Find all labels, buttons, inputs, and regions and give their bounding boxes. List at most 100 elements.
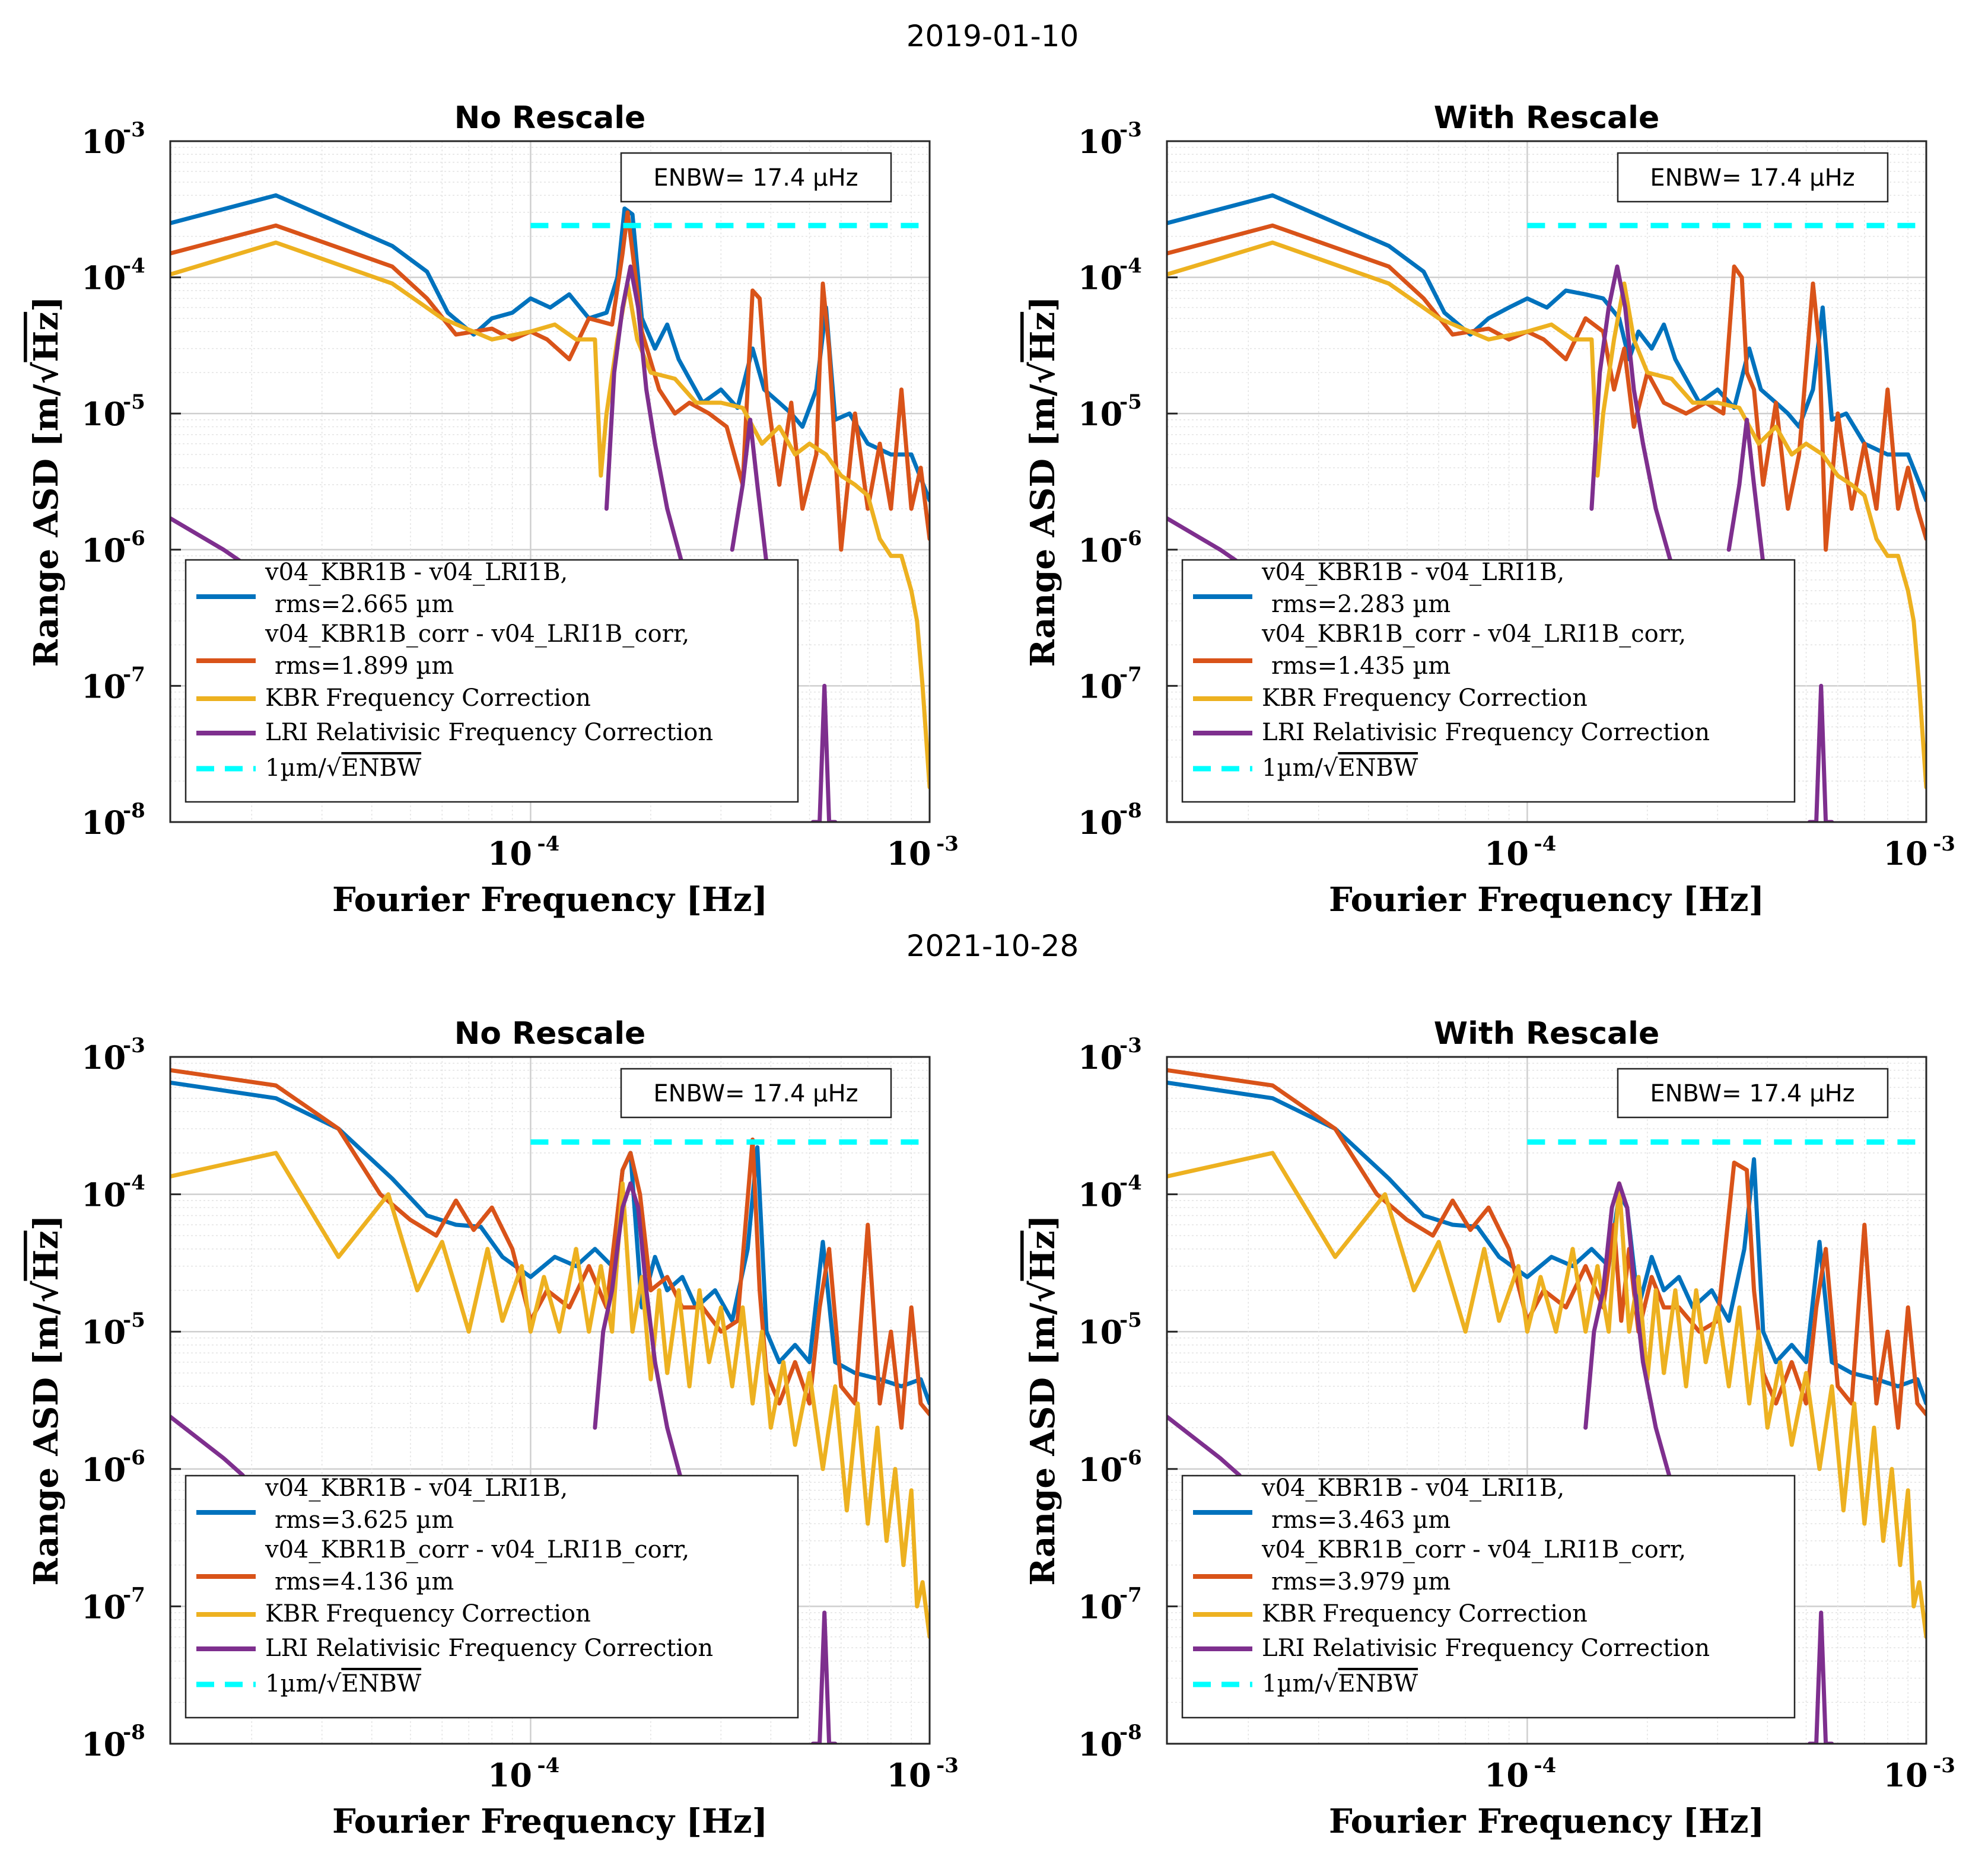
- y-tick-base: 10: [1078, 1039, 1122, 1076]
- y-label-root-sign: √: [27, 362, 66, 384]
- y-tick-base: 10: [81, 1725, 126, 1763]
- legend-ref-root-sign: √: [326, 754, 342, 782]
- y-tick-exp: -3: [1119, 118, 1142, 142]
- legend-label-purple: LRI Relativisic Frequency Correction: [1262, 719, 1710, 746]
- y-tick-label: 10-7: [81, 1583, 145, 1626]
- x-axis-label: Fourier Frequency [Hz]: [332, 880, 768, 919]
- y-tick-base: 10: [1078, 1588, 1122, 1626]
- legend-label-purple: LRI Relativisic Frequency Correction: [265, 1635, 713, 1662]
- x-tick-label: 10 -3: [886, 1754, 958, 1794]
- legend-rms-blue: rms=3.625 µm: [275, 1506, 454, 1534]
- series-line-purple-4: [1583, 1181, 1681, 1512]
- x-tick-base: 10: [1484, 835, 1529, 872]
- legend-ref-main: 1µm/: [1262, 1670, 1323, 1697]
- legend-rms-blue: rms=2.665 µm: [275, 591, 454, 618]
- legend-box: [184, 1474, 799, 1719]
- x-tick-base: 10: [488, 1756, 532, 1794]
- y-tick-label: 10-6: [1078, 1446, 1142, 1489]
- y-axis-label: Range ASD [m/√Hz]: [27, 1215, 66, 1585]
- legend-ref-root: ENBW: [1338, 754, 1418, 782]
- x-tick-label: 10 -3: [1883, 1754, 1955, 1794]
- legend-label-red: v04_KBR1B_corr - v04_LRI1B_corr,: [265, 1536, 689, 1563]
- legend: v04_KBR1B - v04_LRI1B, rms=2.283 µmv04_KB…: [1181, 559, 1796, 803]
- y-tick-exp: -3: [1119, 1034, 1142, 1058]
- legend-ref-root: ENBW: [341, 754, 421, 782]
- y-tick-exp: -7: [1119, 663, 1142, 686]
- legend-label-red: v04_KBR1B_corr - v04_LRI1B_corr,: [1261, 1536, 1686, 1563]
- y-tick-label: 10-8: [1078, 799, 1142, 842]
- legend-label-blue: v04_KBR1B - v04_LRI1B,: [265, 559, 568, 586]
- y-tick-base: 10: [81, 395, 126, 433]
- series-line-purple-4: [1589, 264, 1681, 593]
- legend-ref-root-sign: √: [1323, 754, 1338, 782]
- enbw-box: [1617, 1068, 1889, 1119]
- y-label-main: Range ASD [m/: [1023, 384, 1063, 667]
- legend: v04_KBR1B - v04_LRI1B, rms=3.463 µmv04_KB…: [1181, 1474, 1796, 1719]
- y-tick-exp: -6: [123, 1446, 145, 1470]
- y-tick-base: 10: [81, 804, 126, 842]
- y-label-root-sign: √: [1023, 1281, 1063, 1302]
- y-label-close: ]: [1023, 296, 1063, 312]
- series-group: [170, 193, 930, 822]
- axes-box: [1166, 140, 1927, 823]
- y-tick-exp: -4: [123, 254, 145, 278]
- y-tick-exp: -5: [1119, 1308, 1142, 1332]
- y-tick-base: 10: [81, 1176, 126, 1214]
- series-line-purple-3: [170, 1415, 245, 1477]
- enbw-box: [1617, 152, 1889, 203]
- chart-panel-0: 10-310-410-510-610-710-810 -4 10 -3No Resca…: [27, 100, 959, 919]
- legend-box: [1181, 559, 1796, 803]
- y-tick-base: 10: [81, 1588, 126, 1626]
- y-tick-exp: -7: [1119, 1583, 1142, 1607]
- series-line-yellow-2: [1167, 1151, 1926, 1639]
- series-line-purple-3: [170, 516, 245, 565]
- y-label-root: Hz: [1023, 312, 1063, 362]
- series-line-purple-5: [730, 418, 769, 565]
- y-tick-label: 10-5: [1078, 1308, 1142, 1351]
- panel-title: With Rescale: [1434, 100, 1659, 136]
- legend-label-yellow: KBR Frequency Correction: [1262, 1600, 1588, 1627]
- x-tick-base: 10: [886, 835, 931, 872]
- axes-box: [1166, 1056, 1927, 1745]
- y-label-main: Range ASD [m/: [27, 384, 66, 667]
- legend-ref-main: 1µm/: [265, 1670, 326, 1697]
- y-tick-base: 10: [1078, 1313, 1122, 1351]
- series-line-purple-5: [1726, 418, 1765, 565]
- y-axis-label-text: Range ASD [m/√Hz]: [27, 1215, 66, 1585]
- x-axis-label: Fourier Frequency [Hz]: [332, 1802, 768, 1841]
- y-tick-base: 10: [81, 1039, 126, 1076]
- legend-label-blue: v04_KBR1B - v04_LRI1B,: [1261, 1474, 1564, 1502]
- x-tick-base: 10: [488, 835, 532, 872]
- y-tick-exp: -6: [123, 527, 145, 550]
- series-group: [1167, 1068, 1926, 1744]
- y-tick-base: 10: [1078, 123, 1122, 161]
- y-tick-exp: -5: [123, 1308, 145, 1332]
- x-axis-label: Fourier Frequency [Hz]: [1329, 880, 1764, 919]
- y-label-close: ]: [27, 1215, 66, 1231]
- y-tick-label: 10-7: [1078, 663, 1142, 705]
- enbw-label: ENBW= 17.4 µHz: [1650, 164, 1854, 192]
- y-tick-label: 10-6: [81, 1446, 145, 1489]
- y-tick-exp: -8: [1119, 799, 1142, 823]
- legend-label-yellow: KBR Frequency Correction: [265, 1600, 591, 1627]
- y-tick-exp: -5: [123, 390, 145, 414]
- y-tick-exp: -3: [123, 1034, 145, 1058]
- y-tick-label: 10-3: [81, 1034, 145, 1076]
- y-tick-exp: -8: [123, 799, 145, 823]
- panels: 10-310-410-510-610-710-810 -4 10 -3No Resca…: [27, 100, 1955, 1841]
- y-label-main: Range ASD [m/: [27, 1302, 66, 1586]
- enbw-label: ENBW= 17.4 µHz: [1650, 1080, 1854, 1107]
- legend-rms-blue: rms=2.283 µm: [1271, 591, 1450, 618]
- y-label-close: ]: [27, 296, 66, 312]
- series-line-purple-4: [604, 264, 692, 593]
- y-tick-base: 10: [1078, 531, 1122, 569]
- y-tick-base: 10: [1078, 1725, 1122, 1763]
- legend-label-cyan: 1µm/√ENBW: [1262, 1670, 1418, 1697]
- y-tick-base: 10: [81, 1313, 126, 1351]
- axes-box: [169, 140, 931, 823]
- series-line-purple-6: [810, 683, 838, 822]
- enbw-label: ENBW= 17.4 µHz: [653, 1080, 858, 1107]
- y-tick-label: 10-6: [81, 527, 145, 569]
